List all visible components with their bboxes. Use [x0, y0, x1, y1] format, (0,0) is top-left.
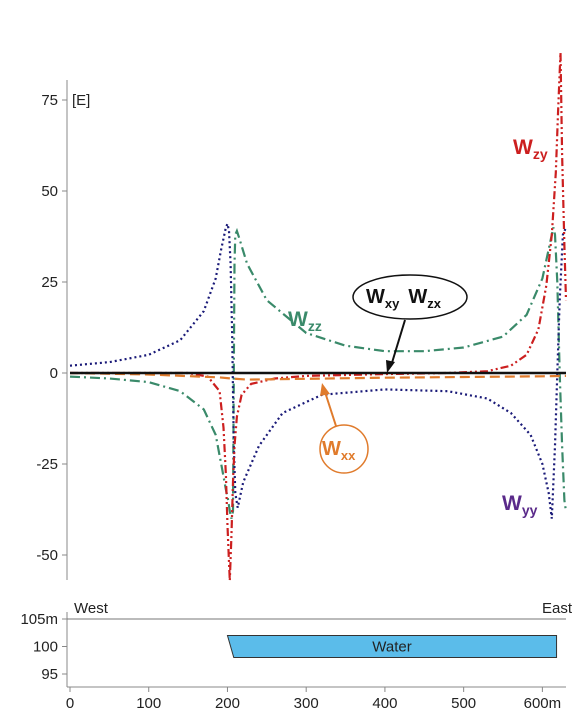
bottom-x-tick-label: 300	[294, 695, 319, 712]
bottom-y-tick-label: 95	[41, 666, 58, 683]
top-y-tick-label: -25	[36, 456, 58, 473]
bottom-x-tick-label: 0	[66, 695, 74, 712]
bottom-y-tick-label: 100	[33, 639, 58, 656]
top-y-tick-label: 25	[41, 274, 58, 291]
label-wyy-main: W	[502, 492, 522, 515]
label-wxx: Wxx	[322, 438, 356, 463]
label-wxy-main: W	[366, 286, 385, 308]
label-wzy-sub: zy	[533, 146, 548, 162]
water-label: Water	[372, 639, 411, 656]
bottom-x-tick-label: 500	[451, 695, 476, 712]
top-y-ticks: 75 50 25 0 -25 -50	[36, 92, 67, 564]
bottom-chart: 105m 100 95 0 100 200 300 400 500 600m West East…	[20, 600, 572, 712]
label-wzz: Wzz	[288, 308, 322, 334]
series-wzy	[70, 52, 568, 581]
series-wzz	[69, 227, 568, 519]
wxx-arrow-head	[320, 383, 330, 396]
label-wxx-sub: xx	[341, 448, 356, 463]
callout-wxx: Wxx	[319, 383, 369, 474]
label-wzx-sub: zx	[427, 296, 442, 311]
callout-text: Wxy Wzx	[366, 286, 442, 311]
label-wzy-main: W	[513, 136, 533, 159]
series-wxx	[69, 371, 567, 381]
east-label: East	[542, 600, 573, 617]
top-y-tick-label: 75	[41, 92, 58, 109]
bottom-x-tick-label: 400	[372, 695, 397, 712]
bottom-x-tick-label: 100	[136, 695, 161, 712]
top-y-tick-label: 0	[50, 365, 58, 382]
callout-arrow-line	[390, 319, 406, 367]
unit-label: [E]	[72, 92, 90, 109]
callout-wxy-wzx: Wxy Wzx	[352, 274, 468, 373]
bottom-x-ticks: 0 100 200 300 400 500 600m	[66, 687, 561, 712]
series-group	[69, 52, 568, 581]
label-wxy-sub: xy	[385, 296, 400, 311]
callout-arrow-head	[386, 360, 395, 373]
wxx-arrow-line	[324, 391, 337, 427]
bottom-x-tick-label: 200	[215, 695, 240, 712]
label-wzy: Wzy	[513, 136, 548, 162]
label-wxx-main: W	[322, 438, 341, 460]
label-wzx-main: W	[408, 286, 427, 308]
wxx-circle	[319, 424, 369, 474]
top-y-tick-label: -50	[36, 547, 58, 564]
label-wyy-sub: yy	[522, 502, 538, 518]
bottom-y-tick-label: 105m	[20, 611, 58, 628]
label-wzz-main: W	[288, 308, 308, 331]
top-y-tick-label: 50	[41, 183, 58, 200]
callout-ellipse	[352, 274, 468, 320]
series-wyy	[69, 220, 568, 519]
bottom-x-tick-label: 600m	[524, 695, 562, 712]
west-label: West	[74, 600, 109, 617]
label-wyy: Wyy	[502, 492, 538, 518]
bottom-y-ticks: 105m 100 95	[20, 611, 67, 683]
water-body	[226, 635, 558, 658]
label-wzz-sub: zz	[308, 318, 322, 334]
